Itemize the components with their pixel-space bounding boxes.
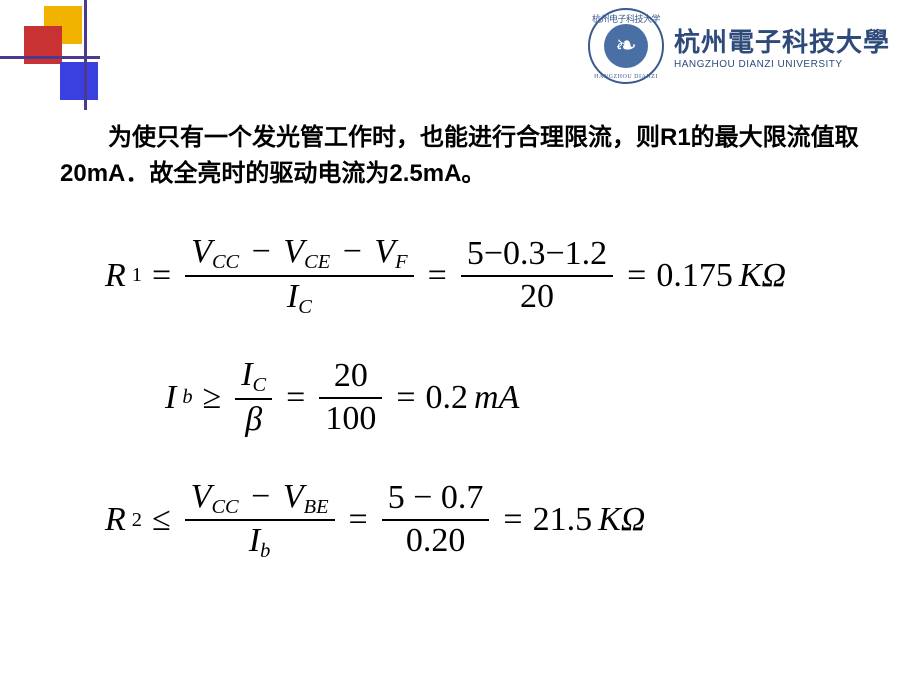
eq3-rel: ≤: [152, 501, 171, 539]
eq2-lhs-sub: b: [182, 386, 192, 409]
university-logo: 杭州电子科技大学 ❧ HANGZHOU DIANZI 杭州電子科技大學 HANG…: [588, 8, 890, 84]
slide-content: 为使只有一个发光管工作时，也能进行合理限流，则R1的最大限流值取20mA．故全亮…: [60, 120, 860, 564]
seal-text-cn: 杭州电子科技大学: [590, 12, 662, 25]
eq3-frac-sym: VCC − VBE Ib: [185, 477, 335, 564]
seal-glyph-icon: ❧: [604, 24, 648, 68]
equation-r2: R2 ≤ VCC − VBE Ib = 5 − 0.7 0.20 = 21.5 …: [105, 477, 860, 564]
eq2-lhs-var: I: [165, 379, 176, 417]
deco-vline: [84, 0, 87, 110]
eq1-equals-1: =: [152, 257, 171, 295]
eq3-lhs-var: R: [105, 501, 126, 539]
eq1-lhs-sub: 1: [132, 264, 142, 287]
eq3-result: 21.5: [533, 501, 593, 539]
university-name-en: HANGZHOU DIANZI UNIVERSITY: [674, 59, 843, 70]
body-paragraph: 为使只有一个发光管工作时，也能进行合理限流，则R1的最大限流值取20mA．故全亮…: [60, 120, 860, 192]
eq3-equals-2: =: [503, 501, 522, 539]
university-seal: 杭州电子科技大学 ❧ HANGZHOU DIANZI: [588, 8, 664, 84]
eq1-frac-sym: VCC − VCE − VF IC: [185, 232, 413, 319]
equation-r1: R1 = VCC − VCE − VF IC = 5−0.3−1.2 20 =: [105, 232, 860, 319]
eq2-result: 0.2: [426, 379, 469, 417]
deco-blue-block: [60, 62, 98, 100]
eq2-frac-num: 20 100: [319, 356, 382, 440]
eq3-unit: KΩ: [598, 501, 645, 539]
university-name: 杭州電子科技大學 HANGZHOU DIANZI UNIVERSITY: [674, 22, 890, 70]
equations-block: R1 = VCC − VCE − VF IC = 5−0.3−1.2 20 =: [60, 232, 860, 564]
eq2-frac-sym: IC β: [235, 355, 272, 440]
eq1-equals-3: =: [627, 257, 646, 295]
eq1-equals-2: =: [428, 257, 447, 295]
eq1-result: 0.175: [656, 257, 733, 295]
equation-ib: Ib ≥ IC β = 20 100 = 0.2 mA: [105, 355, 860, 440]
seal-text-en: HANGZHOU DIANZI: [590, 74, 662, 80]
eq2-unit: mA: [474, 379, 519, 417]
eq3-equals-1: =: [349, 501, 368, 539]
eq2-rel: ≥: [203, 379, 222, 417]
eq1-unit: KΩ: [739, 257, 786, 295]
corner-decoration: [0, 0, 100, 110]
eq2-equals-1: =: [286, 379, 305, 417]
eq1-lhs-var: R: [105, 257, 126, 295]
eq3-frac-num: 5 − 0.7 0.20: [382, 478, 490, 562]
university-name-cn: 杭州電子科技大學: [674, 22, 890, 59]
eq3-lhs-sub: 2: [132, 509, 142, 532]
eq1-frac-num: 5−0.3−1.2 20: [461, 234, 613, 318]
eq2-equals-2: =: [396, 379, 415, 417]
